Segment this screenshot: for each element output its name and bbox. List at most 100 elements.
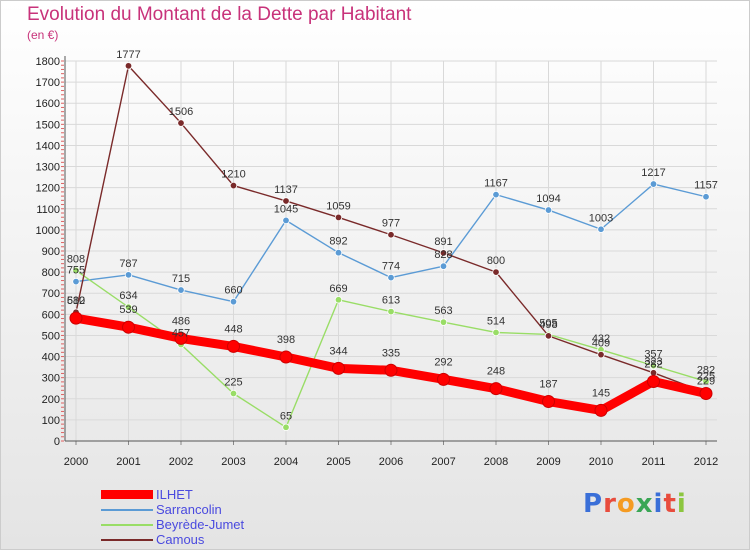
data-label: 891 bbox=[434, 236, 452, 248]
x-tick-label: 2000 bbox=[64, 456, 88, 468]
legend-item: Sarrancolin bbox=[101, 502, 244, 517]
data-label: 828 bbox=[434, 249, 452, 261]
data-point bbox=[597, 225, 605, 233]
data-point bbox=[174, 331, 188, 345]
y-tick-label: 1700 bbox=[36, 77, 60, 89]
logo-letter: P bbox=[583, 489, 604, 519]
y-tick-label: 1600 bbox=[36, 98, 60, 110]
y-tick-label: 400 bbox=[42, 352, 60, 364]
data-point bbox=[492, 328, 500, 337]
data-label: 1777 bbox=[116, 49, 140, 61]
data-point bbox=[229, 389, 238, 398]
data-point bbox=[387, 307, 395, 316]
y-tick-label: 1800 bbox=[36, 56, 60, 68]
y-tick-label: 300 bbox=[42, 373, 60, 385]
data-point bbox=[699, 387, 713, 400]
data-point bbox=[647, 374, 660, 388]
data-label: 505 bbox=[539, 317, 557, 329]
legend-item: Beyrède-Jumet bbox=[101, 517, 244, 532]
data-point bbox=[649, 361, 658, 370]
legend: ILHET Sarrancolin Beyrède-Jumet Camous bbox=[101, 487, 244, 547]
logo-letter: x bbox=[635, 489, 654, 519]
x-tick-label: 2012 bbox=[694, 456, 718, 468]
logo-letter: t bbox=[663, 489, 677, 519]
data-point bbox=[544, 206, 553, 214]
data-point bbox=[439, 318, 448, 326]
x-tick-label: 2011 bbox=[642, 456, 666, 468]
data-point bbox=[597, 350, 605, 359]
y-tick-label: 900 bbox=[42, 246, 60, 258]
x-tick-label: 2008 bbox=[484, 456, 508, 468]
data-label: 660 bbox=[224, 285, 242, 297]
data-point bbox=[492, 268, 500, 276]
data-label: 335 bbox=[382, 347, 400, 359]
data-label: 225 bbox=[224, 377, 242, 389]
data-point bbox=[384, 363, 398, 377]
x-tick-label: 2002 bbox=[169, 456, 193, 468]
x-tick-label: 2007 bbox=[431, 456, 455, 468]
y-tick-label: 600 bbox=[42, 309, 60, 321]
data-label: 1217 bbox=[641, 167, 665, 179]
data-label: 1157 bbox=[694, 180, 718, 192]
data-label: 145 bbox=[592, 387, 610, 399]
y-tick-label: 800 bbox=[42, 267, 60, 279]
legend-label: Sarrancolin bbox=[156, 502, 222, 517]
data-point bbox=[122, 320, 135, 334]
data-point bbox=[282, 197, 290, 205]
data-point bbox=[387, 231, 395, 239]
logo-letter: i bbox=[676, 489, 687, 519]
data-point bbox=[439, 249, 448, 257]
data-label: 292 bbox=[434, 356, 452, 368]
data-point bbox=[177, 119, 185, 127]
data-label: 539 bbox=[119, 304, 137, 316]
data-label: 1094 bbox=[536, 193, 560, 205]
data-label: 248 bbox=[487, 366, 505, 378]
data-point bbox=[282, 216, 290, 225]
data-point bbox=[227, 339, 240, 353]
data-label: 457 bbox=[172, 328, 190, 340]
data-point bbox=[489, 382, 503, 396]
data-point bbox=[332, 361, 345, 375]
data-point bbox=[702, 193, 710, 201]
data-point bbox=[387, 273, 395, 282]
data-label: 1137 bbox=[274, 184, 298, 196]
y-tick-label: 100 bbox=[42, 415, 60, 427]
data-label: 715 bbox=[172, 273, 190, 285]
data-label: 613 bbox=[382, 295, 400, 307]
data-label: 187 bbox=[539, 379, 557, 391]
data-label: 755 bbox=[67, 265, 85, 277]
legend-label: Beyrède-Jumet bbox=[156, 517, 245, 532]
x-tick-label: 2004 bbox=[274, 456, 298, 468]
y-tick-label: 1300 bbox=[36, 162, 60, 174]
data-label: 634 bbox=[119, 290, 137, 302]
data-point bbox=[702, 377, 710, 386]
data-label: 610 bbox=[67, 295, 85, 307]
data-label: 1506 bbox=[169, 106, 193, 118]
data-point bbox=[437, 372, 450, 386]
data-label: 977 bbox=[382, 218, 400, 230]
data-point bbox=[492, 190, 500, 199]
y-tick-label: 1200 bbox=[36, 183, 60, 195]
legend-swatch bbox=[101, 508, 153, 511]
chart-unit-label: (en €) bbox=[27, 28, 59, 42]
data-label: 225 bbox=[697, 371, 715, 383]
proxiti-logo: Proxiti bbox=[583, 489, 687, 519]
logo-letter: o bbox=[616, 489, 636, 519]
logo-letter: i bbox=[653, 489, 664, 519]
data-label: 1167 bbox=[484, 178, 508, 190]
data-point bbox=[177, 286, 185, 294]
data-point bbox=[542, 395, 555, 409]
data-label: 582 bbox=[67, 295, 85, 307]
legend-item: Camous bbox=[101, 532, 244, 547]
legend-swatch bbox=[101, 523, 153, 526]
data-point bbox=[334, 296, 343, 304]
data-label: 486 bbox=[172, 315, 190, 327]
data-label: 229 bbox=[697, 376, 715, 388]
data-point bbox=[334, 213, 343, 222]
data-point bbox=[124, 303, 133, 311]
data-label: 1003 bbox=[589, 212, 613, 224]
data-label: 774 bbox=[382, 261, 400, 273]
x-tick-label: 2009 bbox=[536, 456, 560, 468]
